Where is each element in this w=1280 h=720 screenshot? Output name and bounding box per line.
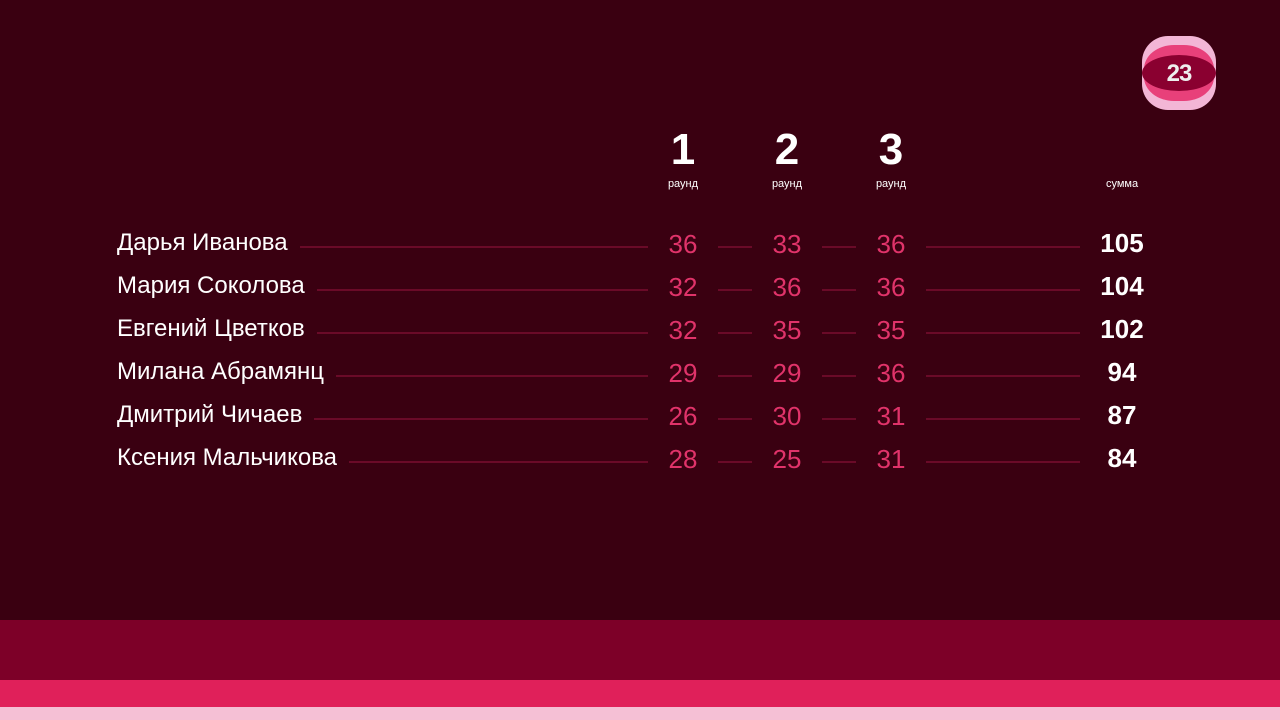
participant-name: Мария Соколова xyxy=(117,272,317,300)
round-1-score: 32 xyxy=(648,315,718,346)
channel-logo: 23 xyxy=(1142,36,1216,110)
bottom-band-pink xyxy=(0,680,1280,707)
round-2-score: 29 xyxy=(752,358,822,389)
round-1-score: 29 xyxy=(648,358,718,389)
total-score: 94 xyxy=(1107,357,1137,387)
table-row: Мария Соколова 32 36 36 104 xyxy=(117,268,1157,308)
round-number: 3 xyxy=(878,125,904,174)
round-2-score: 35 xyxy=(752,315,822,346)
round-label: раунд xyxy=(875,178,907,190)
round-3-score: 36 xyxy=(856,358,926,389)
round-3-score: 31 xyxy=(856,444,926,475)
total-score: 84 xyxy=(1107,443,1137,473)
row-leader-line xyxy=(117,418,1080,420)
table-row: Милана Абрамянц 29 29 36 94 xyxy=(117,354,1157,394)
round-2-score: 30 xyxy=(752,401,822,432)
round-3-header: 3 раунд xyxy=(851,125,931,191)
row-leader-line xyxy=(117,461,1080,463)
total-score: 104 xyxy=(1100,271,1144,301)
row-leader-line xyxy=(117,289,1080,291)
table-row: Дмитрий Чичаев 26 30 31 87 xyxy=(117,397,1157,437)
round-3-score: 31 xyxy=(856,401,926,432)
round-number: 1 xyxy=(670,125,696,174)
participant-name: Ксения Мальчикова xyxy=(117,444,350,472)
round-2-score: 25 xyxy=(752,444,822,475)
round-1-score: 26 xyxy=(648,401,718,432)
round-2-header: 2 раунд xyxy=(747,125,827,191)
participant-name: Дарья Иванова xyxy=(117,229,300,257)
bottom-band-dark xyxy=(0,620,1280,680)
round-2-score: 36 xyxy=(752,272,822,303)
participant-name: Дмитрий Чичаев xyxy=(117,401,315,429)
round-1-header: 1 раунд xyxy=(643,125,723,191)
round-label: раунд xyxy=(667,178,699,190)
round-3-score: 35 xyxy=(856,315,926,346)
row-leader-line xyxy=(117,332,1080,334)
bottom-band-light xyxy=(0,707,1280,720)
sum-header: сумма xyxy=(1105,178,1139,190)
round-1-score: 36 xyxy=(648,229,718,260)
round-label: раунд xyxy=(771,178,803,190)
logo-text: 23 xyxy=(1166,60,1193,87)
table-row: Дарья Иванова 36 33 36 105 xyxy=(117,225,1157,265)
round-3-score: 36 xyxy=(856,229,926,260)
participant-name: Милана Абрамянц xyxy=(117,358,336,386)
participant-name: Евгений Цветков xyxy=(117,315,317,343)
total-score: 105 xyxy=(1100,228,1144,258)
total-score: 87 xyxy=(1107,400,1137,430)
round-2-score: 33 xyxy=(752,229,822,260)
row-leader-line xyxy=(117,246,1080,248)
round-number: 2 xyxy=(774,125,800,174)
table-row: Ксения Мальчикова 28 25 31 84 xyxy=(117,440,1157,480)
round-1-score: 28 xyxy=(648,444,718,475)
table-row: Евгений Цветков 32 35 35 102 xyxy=(117,311,1157,351)
round-3-score: 36 xyxy=(856,272,926,303)
round-1-score: 32 xyxy=(648,272,718,303)
total-score: 102 xyxy=(1100,314,1144,344)
row-leader-line xyxy=(117,375,1080,377)
